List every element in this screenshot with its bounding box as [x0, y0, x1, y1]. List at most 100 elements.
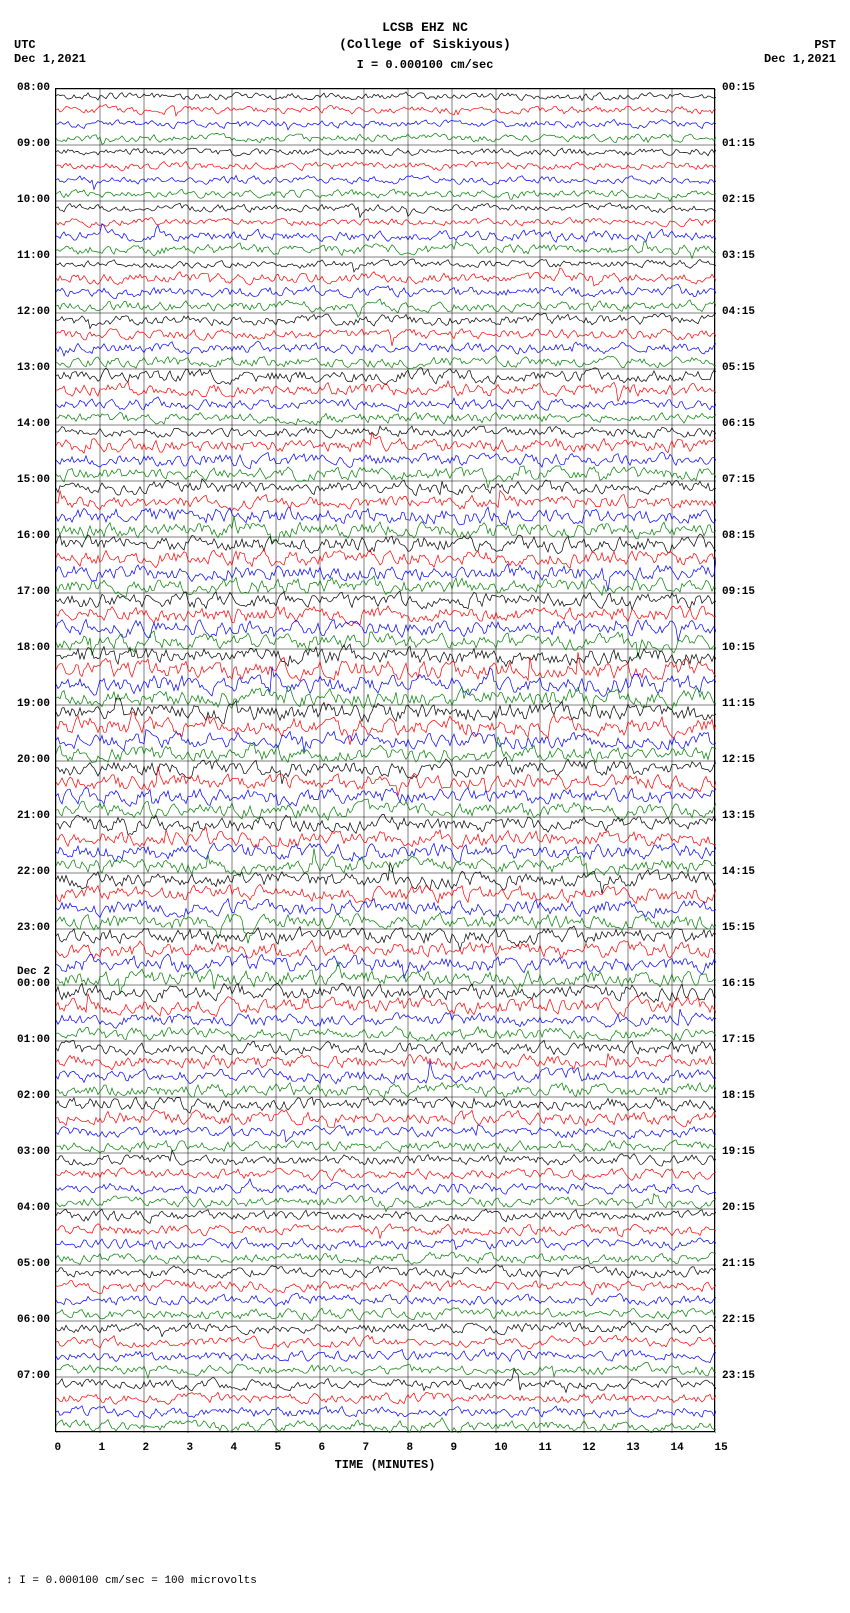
tz-left-code: UTC	[14, 38, 86, 52]
right-hour-label: 11:15	[722, 697, 755, 711]
seismic-trace	[56, 619, 716, 641]
seismic-trace	[56, 1418, 716, 1433]
seismic-trace	[56, 1026, 716, 1041]
footer-glyph: ↕ I	[6, 1575, 26, 1587]
scale-text: = 0.000100 cm/sec	[371, 58, 493, 72]
seismic-trace	[56, 426, 716, 438]
x-tick: 10	[495, 1442, 496, 1454]
seismic-trace	[56, 926, 716, 950]
left-hour-label: 04:00	[17, 1201, 50, 1215]
seismic-trace	[56, 1406, 716, 1419]
seismic-trace	[56, 119, 716, 129]
seismic-trace	[56, 1224, 716, 1239]
left-day-break-label: Dec 2	[17, 965, 50, 979]
seismic-trace	[56, 698, 716, 723]
seismic-trace	[56, 299, 716, 317]
seismogram-container: LCSB EHZ NC (College of Siskiyous) I = 0…	[0, 0, 850, 1613]
left-hour-label: 10:00	[17, 193, 50, 207]
left-hour-label: 09:00	[17, 137, 50, 151]
seismic-trace	[56, 397, 716, 412]
seismic-trace	[56, 490, 716, 510]
seismic-trace	[56, 412, 716, 425]
seismic-trace	[56, 381, 716, 401]
seismic-trace	[56, 1392, 716, 1404]
seismic-trace	[56, 1179, 716, 1195]
x-tick: 6	[319, 1442, 320, 1454]
right-hour-label: 08:15	[722, 529, 755, 543]
seismic-trace	[56, 203, 716, 218]
x-tick: 9	[451, 1442, 452, 1454]
seismogram-plot	[55, 88, 715, 1432]
left-hour-label: 20:00	[17, 753, 50, 767]
right-hour-label: 04:15	[722, 305, 755, 319]
scale-glyph: I	[357, 58, 364, 72]
right-hour-label: 19:15	[722, 1145, 755, 1159]
seismic-trace	[56, 962, 716, 994]
seismic-trace	[56, 356, 716, 369]
right-hour-label: 07:15	[722, 473, 755, 487]
footer-scale: ↕ I = 0.000100 cm/sec = 100 microvolts	[6, 1575, 257, 1587]
x-tick: 4	[231, 1442, 232, 1454]
seismic-trace	[56, 1150, 716, 1166]
seismic-trace	[56, 913, 716, 944]
seismic-trace	[56, 1265, 716, 1278]
seismic-trace	[56, 884, 716, 903]
x-tick: 8	[407, 1442, 408, 1454]
left-hour-label: 13:00	[17, 361, 50, 375]
right-hour-label: 17:15	[722, 1033, 755, 1047]
left-hour-label: 19:00	[17, 697, 50, 711]
seismic-trace	[56, 148, 716, 156]
left-hour-label: 01:00	[17, 1033, 50, 1047]
seismic-trace	[56, 814, 716, 834]
seismic-trace	[56, 686, 716, 710]
footer-text: = 0.000100 cm/sec = 100 microvolts	[32, 1575, 256, 1587]
tz-left-date: Dec 1,2021	[14, 52, 86, 66]
left-hour-label: 03:00	[17, 1145, 50, 1159]
right-hour-label: 01:15	[722, 137, 755, 151]
left-hour-label: 16:00	[17, 529, 50, 543]
x-axis: TIME (MINUTES) 0123456789101112131415	[55, 1432, 715, 1482]
seismic-trace	[56, 1110, 716, 1128]
seismic-trace	[56, 712, 716, 745]
right-hour-label: 22:15	[722, 1313, 755, 1327]
tz-right-date: Dec 1,2021	[764, 52, 836, 66]
right-hour-label: 23:15	[722, 1369, 755, 1383]
seismic-trace	[56, 899, 716, 919]
right-hour-label: 15:15	[722, 921, 755, 935]
seismic-trace	[56, 1280, 716, 1295]
left-hour-label: 21:00	[17, 809, 50, 823]
seismic-trace	[56, 1168, 716, 1181]
x-tick: 13	[627, 1442, 628, 1454]
seismic-trace	[56, 644, 716, 666]
seismic-trace	[56, 631, 716, 657]
right-hour-label: 09:15	[722, 585, 755, 599]
right-hour-label: 00:15	[722, 81, 755, 95]
seismic-trace	[56, 591, 716, 610]
right-hour-label: 10:15	[722, 641, 755, 655]
seismic-trace	[56, 1125, 716, 1142]
seismic-trace	[56, 1009, 716, 1028]
left-hour-label: 05:00	[17, 1257, 50, 1271]
seismic-trace	[56, 1083, 716, 1098]
seismic-trace	[56, 284, 716, 298]
seismic-trace	[56, 105, 716, 117]
right-hour-label: 03:15	[722, 249, 755, 263]
seismic-trace	[56, 259, 716, 272]
seismic-trace	[56, 241, 716, 258]
seismic-trace	[56, 432, 716, 453]
x-tick: 14	[671, 1442, 672, 1454]
seismic-trace	[56, 667, 716, 697]
x-tick: 3	[187, 1442, 188, 1454]
x-tick: 15	[715, 1442, 716, 1454]
right-hour-label: 18:15	[722, 1089, 755, 1103]
seismic-trace	[56, 313, 716, 328]
left-hour-label: 15:00	[17, 473, 50, 487]
right-hour-label: 20:15	[722, 1201, 755, 1215]
seismic-trace	[56, 1362, 716, 1378]
seismic-trace	[56, 479, 716, 496]
seismic-trace	[56, 576, 716, 597]
right-hour-label: 06:15	[722, 417, 755, 431]
seismic-trace	[56, 1335, 716, 1349]
left-hour-label: 14:00	[17, 417, 50, 431]
seismic-trace	[56, 268, 716, 286]
